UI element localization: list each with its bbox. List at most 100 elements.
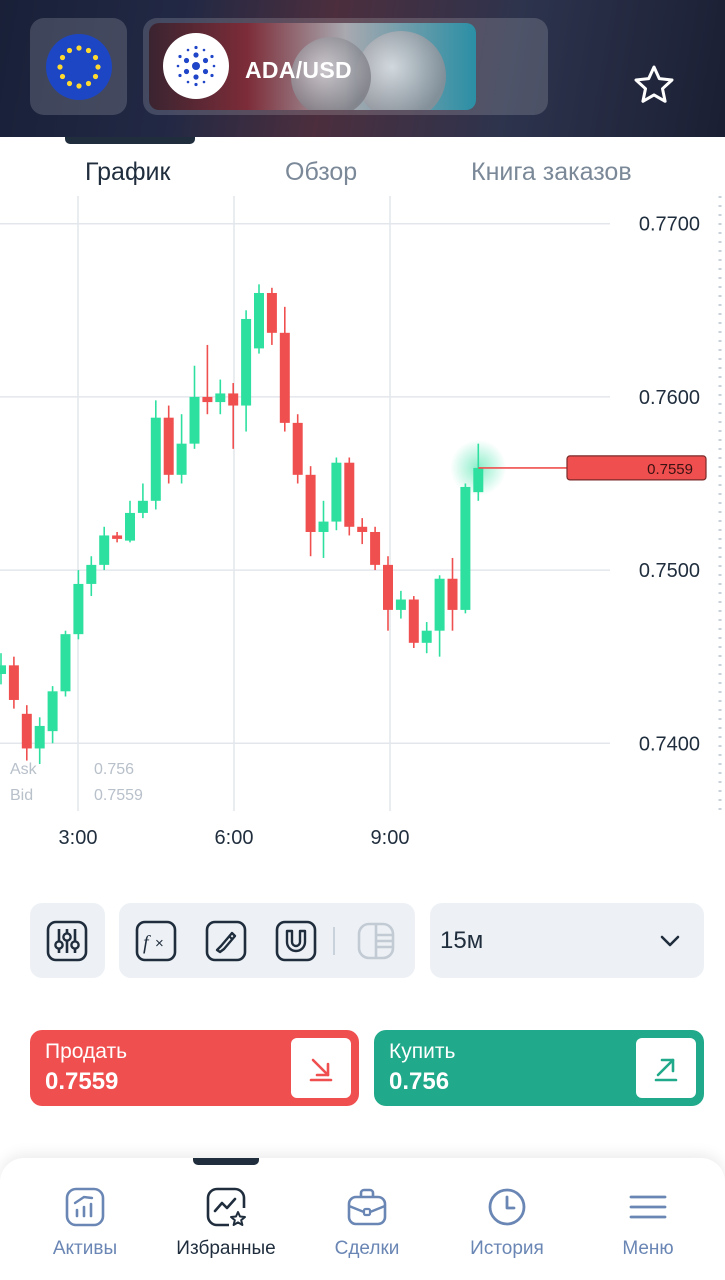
candle-body [241,318,252,406]
svg-text:f: f [143,932,151,954]
nav-favorites[interactable]: Избранные [156,1186,296,1260]
svg-text:×: × [155,935,164,952]
tab-chart[interactable]: График [85,158,171,186]
candle-body [73,583,84,635]
layout-icon[interactable] [355,920,397,962]
function-icon[interactable]: f × [135,920,177,962]
indicator-settings-button[interactable] [30,903,105,978]
candle-body [421,630,432,643]
candle-body [60,634,71,692]
favorite-chart-icon [206,1187,246,1227]
price-tick-label: 0.7500 [639,560,700,582]
candle-body [395,599,406,610]
price-tick-label: 0.7700 [639,214,700,236]
candle-body [137,500,148,513]
buy-label: Купить [389,1040,456,1063]
candle-body [357,526,368,532]
timeframe-value: 15м [440,927,484,954]
nav-active-indicator [193,1158,259,1165]
candle-body [21,713,32,749]
candle-body [370,531,381,565]
pair-selector[interactable]: ADA/USD [143,18,674,115]
candle-body [86,564,97,584]
tab-active-indicator [65,137,195,144]
nav-deals-label: Сделки [334,1238,400,1259]
arrow-up-right-icon [636,1038,696,1098]
nav-history-label: История [470,1238,544,1259]
settings-sliders-icon [46,920,88,962]
candles [0,284,484,765]
magnet-icon[interactable] [275,920,317,962]
tab-overview[interactable]: Обзор [285,158,358,186]
pair-banner: ADA/USD [149,23,476,110]
candle-body [202,396,213,403]
candle-body [266,292,277,333]
tab-order-book[interactable]: Книга заказов [471,158,632,186]
header: ADA/USD [0,0,725,137]
price-axis: 3:00 6:00 9:00 0.7700 0.7600 0.7500 0.7400 [59,196,722,849]
bottom-nav: Активы Избранные Сделки История [0,1158,725,1280]
chart-overlay: 0.7559 [450,439,707,496]
candle-body [228,393,239,406]
clock-icon [488,1188,526,1226]
time-tick-label: 3:00 [59,827,98,849]
candle-body [460,486,471,610]
nav-favorites-label: Избранные [176,1238,276,1259]
star-icon[interactable] [631,62,677,108]
candle-body [383,564,393,610]
candle-body [47,691,58,732]
toolbar-divider [333,927,335,955]
currency-flag-button[interactable] [30,18,127,115]
candle-body [99,535,110,565]
timeframe-select[interactable]: 15м [430,903,704,978]
arrow-down-right-icon [291,1038,351,1098]
candle-body [112,535,123,539]
candle-body [279,332,290,423]
chevron-down-icon [660,935,680,947]
candle-body [292,422,303,475]
nav-assets[interactable]: Активы [15,1186,155,1260]
nav-menu[interactable]: Меню [578,1186,718,1260]
nav-history[interactable]: История [437,1186,577,1260]
candle-body [408,599,419,643]
candle-body [163,417,174,475]
sell-button[interactable]: Продать 0.7559 [30,1030,359,1106]
candle-body [34,725,45,749]
cardano-icon [163,33,229,99]
candle-body [8,665,19,700]
nav-deals[interactable]: Сделки [297,1186,437,1260]
ask-label: Ask [10,761,38,778]
candle-body [318,521,329,532]
candle-body [215,393,226,403]
time-tick-label: 9:00 [371,827,410,849]
current-price-value: 0.7559 [647,461,693,478]
drawing-tools-group: f × [119,903,415,978]
sell-label: Продать [45,1040,128,1063]
menu-icon [629,1195,667,1219]
eu-flag-icon [45,33,112,100]
buy-price: 0.756 [389,1068,450,1095]
sell-price: 0.7559 [45,1068,119,1095]
nav-menu-label: Меню [622,1238,674,1259]
candle-body [150,417,161,501]
ask-value: 0.756 [94,761,134,778]
candle-body [125,512,135,541]
candle-body [331,462,342,522]
nav-assets-label: Активы [52,1238,118,1259]
chart-grid [0,196,610,811]
candle-body [344,462,355,527]
candle-body [176,443,187,475]
bid-value: 0.7559 [94,787,143,804]
buy-button[interactable]: Купить 0.756 [374,1030,704,1106]
chart-growth-icon [65,1187,105,1227]
drawing-icon[interactable] [205,920,247,962]
bid-label: Bid [10,787,33,804]
price-chart[interactable]: 0.7559 3:00 6:00 9:00 0.7700 0.7600 0.7500 0.7… [0,196,725,856]
price-tick-label: 0.7400 [639,733,700,755]
current-price-tag [566,455,707,481]
time-tick-label: 6:00 [215,827,254,849]
briefcase-icon [347,1188,387,1226]
candle-body [447,578,458,610]
pair-name: ADA/USD [245,57,352,83]
price-tick-label: 0.7600 [639,387,700,409]
